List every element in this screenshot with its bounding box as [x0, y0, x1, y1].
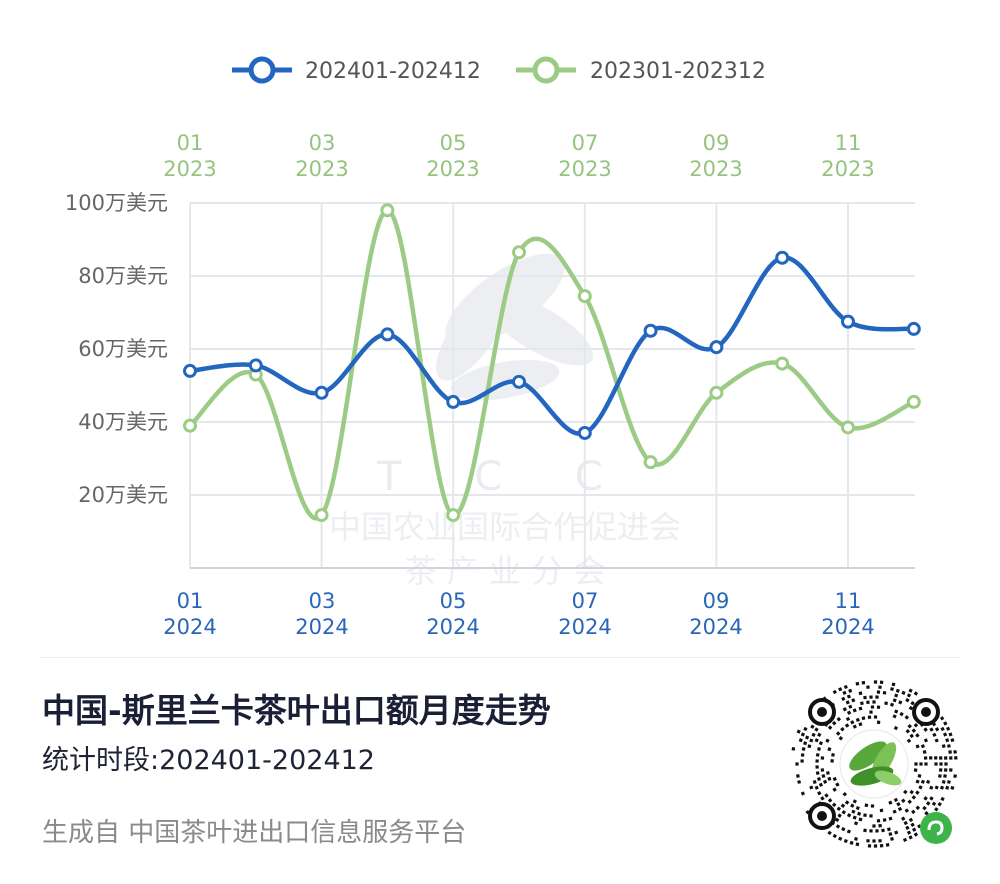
data-point-202407[interactable]: [577, 425, 592, 440]
x-tick-bottom-year: 2024: [163, 615, 216, 639]
x-tick-top-month: 05: [440, 131, 467, 155]
x-axis-bottom: 01 2024 03 2024 05 2024 07 2024 09 2024 …: [163, 589, 874, 639]
x-tick-top-month: 03: [309, 131, 336, 155]
legend-label-2023: 202301-202312: [590, 59, 766, 84]
watermark-line2: 茶 产 业 分 会: [405, 552, 606, 590]
x-tick-top-year: 2023: [163, 157, 216, 181]
legend-marker-2024: [248, 56, 276, 84]
y-axis: 100万美元 80万美元 60万美元 40万美元 20万美元: [65, 191, 168, 507]
mini-program-icon: [920, 812, 952, 844]
data-point-202303[interactable]: [314, 508, 329, 523]
data-point-202402[interactable]: [248, 358, 263, 373]
data-point-202312[interactable]: [906, 394, 921, 409]
y-tick-label: 60万美元: [78, 337, 168, 361]
data-point-202412[interactable]: [906, 321, 921, 336]
x-tick-bottom-year: 2024: [558, 615, 611, 639]
data-point-202404[interactable]: [380, 327, 395, 342]
plot-area: [183, 203, 921, 523]
data-point-202406[interactable]: [512, 374, 526, 389]
legend-marker-2023: [532, 56, 560, 84]
x-tick-top: 03 2023: [295, 131, 348, 181]
chart-title: 中国-斯里兰卡茶叶出口额月度走势: [42, 691, 551, 730]
source-text: 生成自 中国茶叶进出口信息服务平台: [42, 818, 467, 848]
period-text: 统计时段:202401-202412: [42, 745, 375, 776]
x-tick-top: 01 2023: [163, 131, 216, 181]
data-point-202304[interactable]: [380, 203, 395, 218]
qr-code-icon[interactable]: [788, 678, 960, 850]
data-point-202306[interactable]: [512, 245, 526, 260]
data-point-202405[interactable]: [446, 394, 461, 409]
data-point-202408[interactable]: [643, 323, 658, 338]
x-tick-top-year: 2023: [558, 157, 611, 181]
x-tick-top-year: 2023: [295, 157, 348, 181]
x-tick-top-month: 11: [835, 131, 862, 155]
x-tick-bottom-year: 2024: [426, 615, 479, 639]
legend[interactable]: 202401-202412 202301-202312: [232, 56, 766, 84]
legend-label-2024: 202401-202412: [305, 59, 481, 84]
x-tick-bottom-year: 2024: [821, 615, 874, 639]
watermark-line1: 中国农业国际合作促进会: [329, 508, 681, 546]
x-tick-top-year: 2023: [689, 157, 742, 181]
x-tick-top-month: 01: [177, 131, 204, 155]
x-tick-top-month: 07: [572, 131, 599, 155]
tea-leaf-logo-icon: [849, 741, 902, 786]
data-point-202309[interactable]: [709, 385, 724, 400]
x-tick-top: 11 2023: [821, 131, 874, 181]
data-point-202310[interactable]: [775, 356, 790, 371]
x-tick-top: 07 2023: [558, 131, 611, 181]
data-point-202307[interactable]: [577, 289, 592, 304]
x-tick-bottom-month: 05: [440, 589, 467, 613]
x-tick-bottom: 03 2024: [295, 589, 348, 639]
data-point-202311[interactable]: [841, 420, 855, 435]
x-tick-bottom: 11 2024: [821, 589, 874, 639]
y-tick-label: 80万美元: [78, 264, 168, 288]
data-point-202410[interactable]: [775, 250, 790, 265]
x-tick-bottom: 07 2024: [558, 589, 611, 639]
x-tick-bottom-month: 11: [835, 589, 862, 613]
data-point-202403[interactable]: [314, 385, 329, 400]
x-tick-top-year: 2023: [821, 157, 874, 181]
x-tick-top-year: 2023: [426, 157, 479, 181]
watermark: T C C 中国农业国际合作促进会 茶 产 业 分 会: [329, 253, 681, 590]
watermark-letters: T C C: [376, 454, 633, 500]
divider: [40, 657, 960, 658]
x-tick-bottom: 09 2024: [689, 589, 742, 639]
data-point-202409[interactable]: [709, 340, 724, 355]
x-tick-bottom-month: 07: [572, 589, 599, 613]
y-tick-label: 40万美元: [78, 410, 168, 434]
data-point-202308[interactable]: [643, 455, 658, 470]
y-tick-label: 100万美元: [65, 191, 168, 215]
x-axis-top: 01 2023 03 2023 05 2023 07 2023 09 2023 …: [163, 131, 874, 181]
data-point-202401[interactable]: [183, 363, 197, 378]
x-tick-bottom: 05 2024: [426, 589, 479, 639]
x-tick-bottom-month: 01: [177, 589, 204, 613]
x-tick-top: 09 2023: [689, 131, 742, 181]
x-tick-top: 05 2023: [426, 131, 479, 181]
x-tick-bottom: 01 2024: [163, 589, 216, 639]
data-point-202305[interactable]: [446, 508, 461, 523]
data-point-202301[interactable]: [183, 418, 197, 433]
x-tick-bottom-year: 2024: [295, 615, 348, 639]
grid: [189, 202, 915, 569]
y-tick-label: 20万美元: [78, 483, 168, 507]
x-tick-top-month: 09: [703, 131, 730, 155]
x-tick-bottom-month: 03: [309, 589, 336, 613]
x-tick-bottom-year: 2024: [689, 615, 742, 639]
x-tick-bottom-month: 09: [703, 589, 730, 613]
line-chart: T C C 中国农业国际合作促进会 茶 产 业 分 会 202401-20241…: [65, 56, 921, 639]
data-point-202411[interactable]: [841, 314, 855, 329]
